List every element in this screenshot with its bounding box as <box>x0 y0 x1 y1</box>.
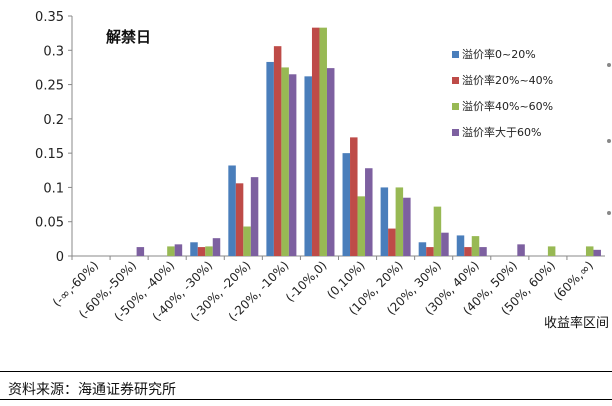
y-tick-label: 0.05 <box>35 216 64 231</box>
bar <box>433 206 442 256</box>
edge-dot <box>607 63 611 67</box>
bar <box>197 247 206 256</box>
bar <box>388 228 396 256</box>
bar <box>205 246 213 256</box>
y-tick-label: 0.1 <box>43 181 64 196</box>
legend-swatch <box>452 51 459 58</box>
y-tick-label: 0.3 <box>43 44 64 59</box>
bar <box>365 168 373 256</box>
bar <box>212 238 221 256</box>
source-note: 资料来源：海通证券研究所 <box>8 382 176 398</box>
bar <box>547 246 556 256</box>
legend-swatch <box>452 77 459 84</box>
bar <box>273 46 282 256</box>
bottom-divider <box>0 399 612 400</box>
bar <box>471 236 480 256</box>
y-tick-label: 0.35 <box>35 10 64 25</box>
bar <box>403 197 411 256</box>
bar <box>250 177 259 256</box>
edge-dot <box>607 139 611 143</box>
bar <box>426 247 434 256</box>
bar <box>357 196 366 256</box>
legend-swatch <box>452 103 459 110</box>
bar <box>174 244 183 256</box>
x-category-label: (-10%,0) <box>283 258 330 305</box>
bar <box>350 137 358 256</box>
bars <box>136 27 601 257</box>
y-tick-labels: 0 0.05 0.1 0.15 0.2 0.25 0.3 0.35 <box>35 10 72 265</box>
bar <box>326 68 335 256</box>
edge-dot <box>607 211 611 215</box>
bar <box>380 187 389 256</box>
bar <box>517 244 525 256</box>
y-tick-label: 0 <box>56 250 64 265</box>
bar <box>479 247 487 256</box>
y-tick-label: 0.2 <box>43 113 64 128</box>
bar <box>266 61 274 256</box>
bar <box>281 67 289 256</box>
bar <box>304 76 312 256</box>
legend-swatch <box>452 129 459 136</box>
bar <box>342 153 351 256</box>
legend-label: 溢价率20%~40% <box>462 73 553 87</box>
bar <box>464 247 472 256</box>
bar <box>190 242 198 256</box>
x-category-label: (60%,∞) <box>551 258 596 303</box>
legend: 溢价率0~20% 溢价率20%~40% 溢价率40%~60% 溢价率大于60% <box>452 47 553 139</box>
bar <box>136 247 145 256</box>
bar <box>243 226 251 256</box>
bar <box>395 187 404 256</box>
chart-title: 解禁日 <box>106 28 151 46</box>
bar <box>228 165 236 256</box>
bar <box>288 74 297 257</box>
x-axis-label: 收益率区间 <box>544 315 609 331</box>
bar <box>441 232 449 256</box>
bar <box>235 183 244 256</box>
bar <box>593 249 601 256</box>
bar <box>167 246 175 256</box>
legend-label: 溢价率大于60% <box>462 125 541 139</box>
x-category-labels: (-∞,-60%)(-60%,-50%)(-50%, -40%)(-40%, -… <box>50 256 596 324</box>
bar <box>456 235 465 256</box>
bar <box>585 246 594 256</box>
legend-label: 溢价率0~20% <box>462 47 536 61</box>
top-divider <box>0 371 612 372</box>
bar <box>319 27 327 257</box>
y-tick-label: 0.25 <box>35 79 64 94</box>
bar <box>311 27 320 257</box>
legend-label: 溢价率40%~60% <box>462 99 553 113</box>
y-tick-label: 0.15 <box>35 147 64 162</box>
bar <box>418 242 427 256</box>
